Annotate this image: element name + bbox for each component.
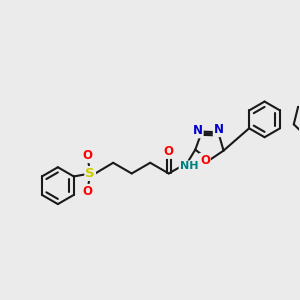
Text: N: N (214, 123, 224, 136)
Text: O: O (83, 185, 93, 198)
Text: N: N (193, 124, 203, 137)
Text: O: O (164, 145, 174, 158)
Text: O: O (200, 154, 210, 167)
Text: S: S (85, 167, 95, 180)
Text: NH: NH (179, 161, 198, 171)
Text: O: O (83, 149, 93, 162)
